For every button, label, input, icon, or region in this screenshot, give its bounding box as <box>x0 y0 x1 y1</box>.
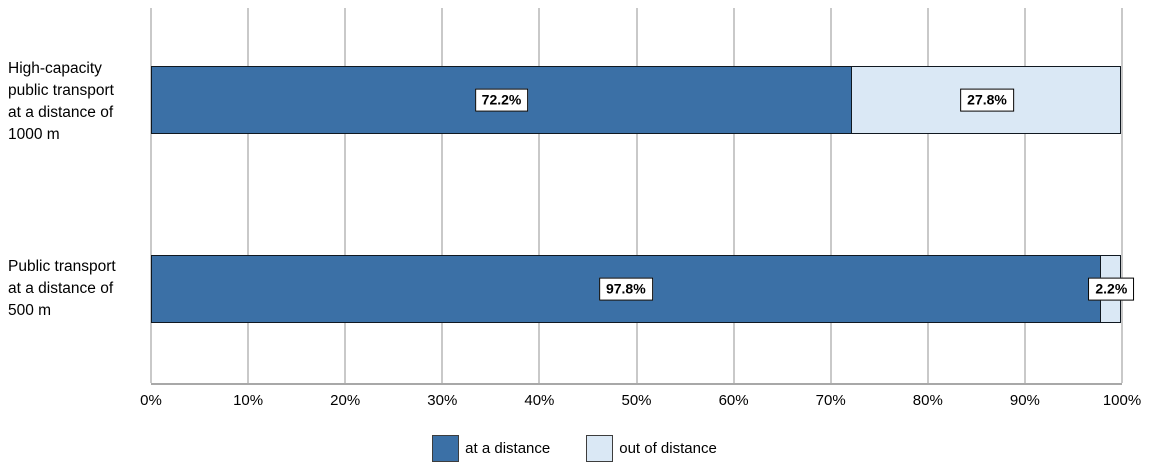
plot-area: 72.2% 27.8% 97.8% 2.2% <box>150 8 1135 385</box>
gridline <box>247 8 250 383</box>
gridline <box>1023 8 1026 383</box>
legend-item-at-a-distance: at a distance <box>432 435 550 462</box>
legend-label: out of distance <box>619 440 717 457</box>
legend-item-out-of-distance: out of distance <box>586 435 717 462</box>
x-tick-label: 40% <box>524 392 555 409</box>
x-tick-label: 0% <box>140 392 162 409</box>
gridline <box>1121 8 1123 383</box>
bar-row-high-capacity <box>151 66 1122 134</box>
gridline <box>732 8 735 383</box>
gridline <box>441 8 444 383</box>
x-tick-label: 100% <box>1102 392 1142 409</box>
x-tick-label: 10% <box>233 392 264 409</box>
data-label: 2.2% <box>1088 277 1135 301</box>
gridline <box>344 8 347 383</box>
gridline <box>635 8 638 383</box>
gridline <box>926 8 929 383</box>
gridline <box>538 8 541 383</box>
x-axis: 0% 10% 20% 30% 40% 50% 60% 70% 80% 90% 1… <box>140 392 1141 414</box>
x-tick-label: 90% <box>1009 392 1040 409</box>
data-label: 97.8% <box>598 277 653 301</box>
legend: at a distance out of distance <box>0 435 1149 462</box>
x-tick-label: 50% <box>621 392 652 409</box>
x-tick-label: 80% <box>912 392 943 409</box>
x-tick-label: 60% <box>718 392 749 409</box>
legend-label: at a distance <box>465 440 551 457</box>
data-label: 27.8% <box>960 88 1014 112</box>
legend-swatch-out-of-distance <box>586 435 614 462</box>
category-label-high-capacity: High-capacity public transport at a dist… <box>8 60 114 143</box>
x-tick-label: 20% <box>330 392 361 409</box>
x-tick-label: 30% <box>427 392 458 409</box>
legend-swatch-at-a-distance <box>432 435 460 462</box>
data-label: 72.2% <box>474 88 529 112</box>
x-tick-label: 70% <box>815 392 846 409</box>
gridline <box>829 8 832 383</box>
gridline <box>150 8 152 383</box>
category-label-public-transport: Public transport at a distance of 500 m <box>8 258 116 319</box>
